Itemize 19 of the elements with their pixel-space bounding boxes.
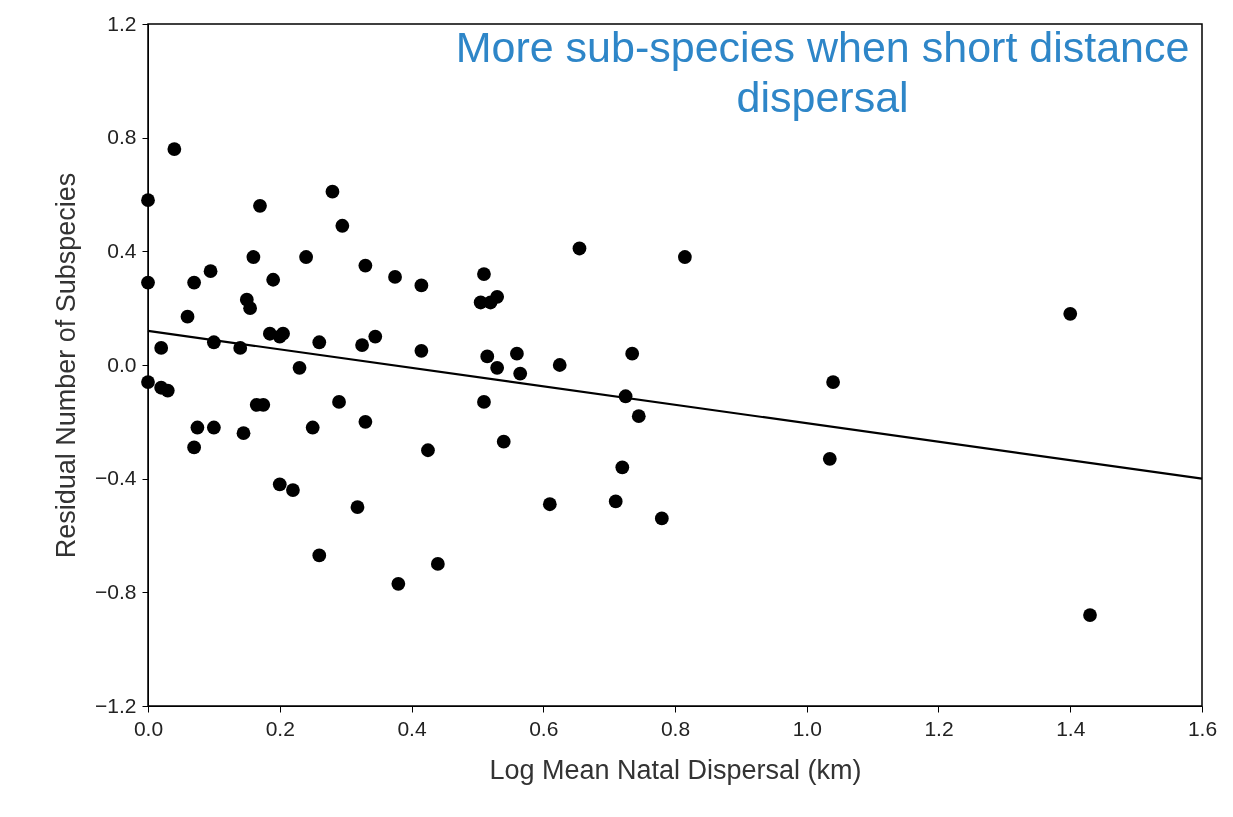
x-tick-label: 1.6 [1187, 716, 1218, 740]
x-tick-label: 0.6 [529, 716, 559, 740]
y-tick-label: 0.8 [107, 125, 137, 149]
y-tick-label: −1.2 [95, 693, 137, 717]
annotation: More sub-species when short distance dispersal [455, 23, 1190, 121]
y-tick-label: −0.4 [95, 466, 137, 490]
x-tick-label: 0.8 [660, 716, 691, 740]
x-tick-label: 1.4 [1056, 716, 1086, 740]
x-tick-label: 1.0 [792, 716, 822, 740]
y-tick-label: 1.2 [107, 11, 137, 35]
y-tick-label: −0.8 [95, 579, 137, 603]
y-axis-title: Residual Number of Subspecies [51, 172, 82, 559]
x-tick-label: 0.2 [265, 716, 295, 740]
x-tick-label: 0.4 [397, 716, 427, 740]
y-tick-label: 0.0 [107, 352, 137, 376]
x-tick-label: 1.2 [924, 716, 954, 740]
x-tick-label: 0.0 [133, 716, 164, 740]
x-axis-title: Log Mean Natal Dispersal (km) [489, 754, 862, 785]
y-tick-label: 0.4 [107, 238, 137, 262]
